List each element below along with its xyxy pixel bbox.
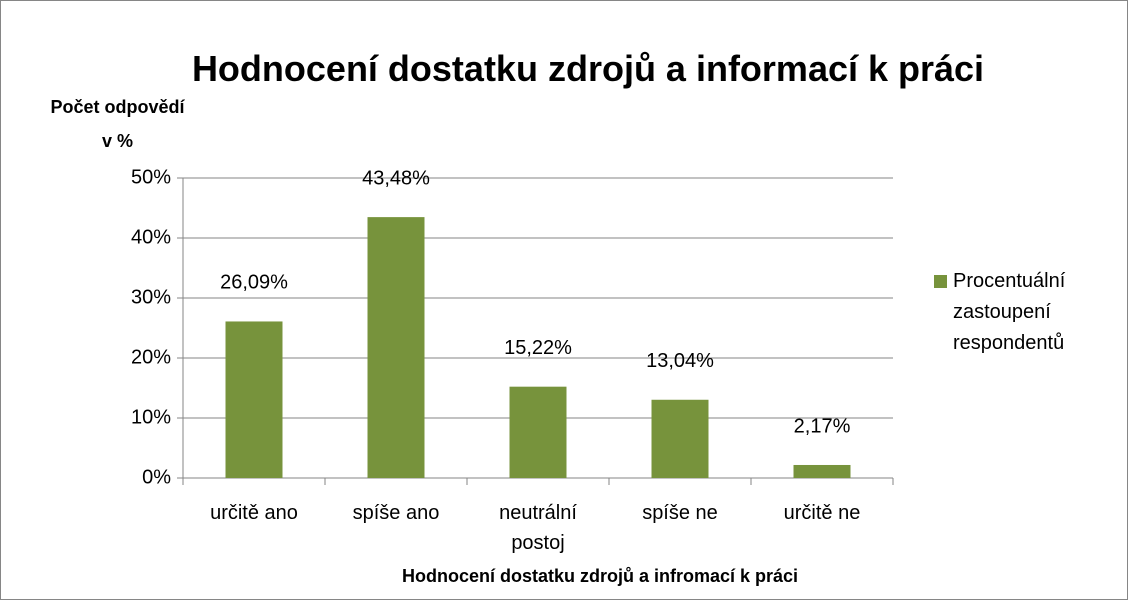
y-tick-label: 0% (142, 466, 171, 488)
y-tick-label: 20% (131, 346, 171, 368)
data-label: 15,22% (504, 337, 572, 359)
data-label: 43,48% (362, 167, 430, 189)
y-axis-label: Počet odpovědí v % (50, 97, 185, 151)
y-tick-label: 50% (131, 166, 171, 188)
x-axis-label: Hodnocení dostatku zdrojů a infromací k … (401, 566, 799, 586)
bar (793, 464, 851, 478)
x-tick-label: určitě ne (783, 502, 861, 524)
y-tick-label: 10% (131, 406, 171, 428)
legend-swatch (934, 275, 947, 288)
bar (651, 399, 709, 478)
y-tick-label: 30% (131, 286, 171, 308)
bar (225, 321, 283, 478)
data-label: 13,04% (646, 350, 714, 372)
data-label: 26,09% (220, 272, 288, 294)
data-label: 2,17% (794, 415, 851, 437)
x-tick-label: spíše ano (352, 502, 440, 524)
x-tick-label: určitě ano (210, 502, 298, 524)
bar (367, 217, 425, 478)
x-tick-label: spíše ne (642, 502, 718, 524)
bar (509, 386, 567, 478)
legend-label: Procentuální zastoupení respondentů (953, 270, 1066, 354)
chart-title: Hodnocení dostatku zdrojů a informací k … (191, 48, 985, 89)
x-tick-label: neutrální postoj (499, 502, 577, 554)
y-tick-label: 40% (131, 226, 171, 248)
